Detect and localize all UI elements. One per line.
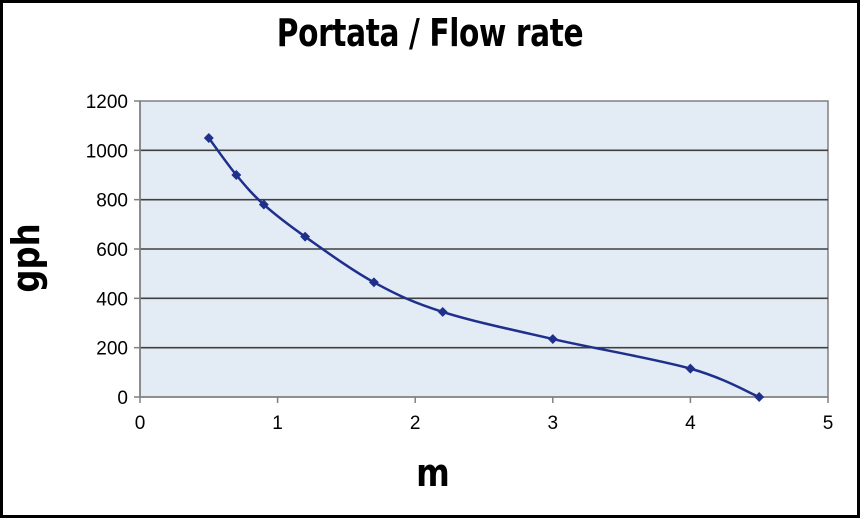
data-point-5 [437,306,448,317]
data-point-6 [547,334,558,344]
x-tick-label-0: 0 [135,413,146,434]
x-tick-label-2: 2 [410,413,421,434]
data-point-7 [685,363,696,374]
y-tick-label-200: 200 [96,339,128,360]
x-tick-label-5: 5 [823,413,834,434]
x-tick-label-4: 4 [685,413,696,434]
x-axis-label: m [416,451,450,495]
y-tick-label-1200: 1200 [86,92,128,113]
grid-lines [140,149,828,349]
x-tick-label-3: 3 [548,413,559,434]
x-tick-label-1: 1 [272,413,283,434]
data-point-0 [203,133,214,143]
chart-title: Portata / Flow rate [276,11,584,55]
data-point-1 [231,170,242,180]
series-layer [203,133,765,402]
y-tick-label-400: 400 [96,289,128,310]
y-axis-label: gph [4,223,48,293]
data-point-3 [300,231,311,242]
data-point-2 [258,199,269,210]
flow-rate-chart: 0 200 400 600 800 1000 1200 0 1 2 3 4 5 [86,92,834,434]
y-tick-label-800: 800 [96,191,128,212]
series-line-0 [207,137,760,399]
tick-labels: 0 200 400 600 800 1000 1200 0 1 2 3 4 5 [86,92,834,434]
y-tick-label-600: 600 [96,240,128,261]
data-point-4 [368,277,379,288]
data-point-8 [754,392,765,402]
y-tick-label-1000: 1000 [86,141,128,162]
y-tick-label-0: 0 [117,388,128,409]
axes [134,100,829,403]
